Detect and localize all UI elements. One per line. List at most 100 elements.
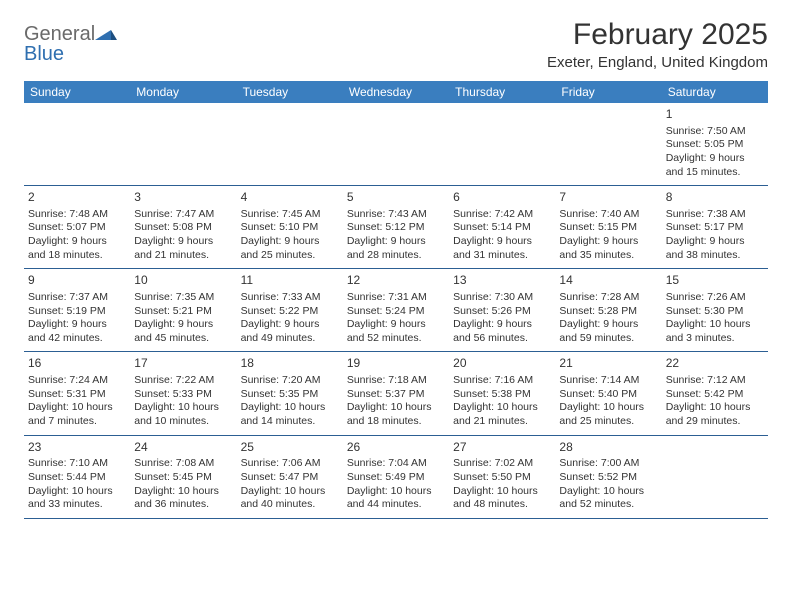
sunrise-text: Sunrise: 7:06 AM [241,457,339,471]
sunrise-text: Sunrise: 7:00 AM [559,457,657,471]
week-row: 9Sunrise: 7:37 AMSunset: 5:19 PMDaylight… [24,269,768,352]
sunset-text: Sunset: 5:49 PM [347,471,445,485]
daylight-text: Daylight: 10 hours and 14 minutes. [241,401,339,428]
sunrise-text: Sunrise: 7:18 AM [347,374,445,388]
day-cell: 4Sunrise: 7:45 AMSunset: 5:10 PMDaylight… [237,186,343,268]
day-number: 10 [134,273,232,289]
sunrise-text: Sunrise: 7:47 AM [134,208,232,222]
day-number: 19 [347,356,445,372]
sunset-text: Sunset: 5:08 PM [134,221,232,235]
calendar: Sunday Monday Tuesday Wednesday Thursday… [24,81,768,519]
sunset-text: Sunset: 5:37 PM [347,388,445,402]
weekday-header: Saturday [662,81,768,103]
daylight-text: Daylight: 9 hours and 42 minutes. [28,318,126,345]
sunset-text: Sunset: 5:47 PM [241,471,339,485]
sunset-text: Sunset: 5:21 PM [134,305,232,319]
sunrise-text: Sunrise: 7:33 AM [241,291,339,305]
day-cell [662,436,768,518]
sunrise-text: Sunrise: 7:10 AM [28,457,126,471]
sunset-text: Sunset: 5:12 PM [347,221,445,235]
sunrise-text: Sunrise: 7:12 AM [666,374,764,388]
sunset-text: Sunset: 5:35 PM [241,388,339,402]
weekday-header: Monday [130,81,236,103]
daylight-text: Daylight: 10 hours and 3 minutes. [666,318,764,345]
daylight-text: Daylight: 10 hours and 21 minutes. [453,401,551,428]
sunrise-text: Sunrise: 7:14 AM [559,374,657,388]
daylight-text: Daylight: 10 hours and 18 minutes. [347,401,445,428]
day-number: 25 [241,440,339,456]
day-number: 24 [134,440,232,456]
day-number: 23 [28,440,126,456]
sunrise-text: Sunrise: 7:26 AM [666,291,764,305]
daylight-text: Daylight: 10 hours and 29 minutes. [666,401,764,428]
daylight-text: Daylight: 9 hours and 15 minutes. [666,152,764,179]
day-cell: 27Sunrise: 7:02 AMSunset: 5:50 PMDayligh… [449,436,555,518]
sunset-text: Sunset: 5:26 PM [453,305,551,319]
sunset-text: Sunset: 5:52 PM [559,471,657,485]
day-cell: 20Sunrise: 7:16 AMSunset: 5:38 PMDayligh… [449,352,555,434]
day-number: 18 [241,356,339,372]
day-cell: 6Sunrise: 7:42 AMSunset: 5:14 PMDaylight… [449,186,555,268]
weekday-header: Tuesday [237,81,343,103]
day-cell [555,103,661,185]
day-cell [24,103,130,185]
sunset-text: Sunset: 5:38 PM [453,388,551,402]
daylight-text: Daylight: 9 hours and 45 minutes. [134,318,232,345]
day-cell: 25Sunrise: 7:06 AMSunset: 5:47 PMDayligh… [237,436,343,518]
day-cell: 24Sunrise: 7:08 AMSunset: 5:45 PMDayligh… [130,436,236,518]
sunset-text: Sunset: 5:28 PM [559,305,657,319]
day-number: 4 [241,190,339,206]
daylight-text: Daylight: 9 hours and 35 minutes. [559,235,657,262]
sunrise-text: Sunrise: 7:24 AM [28,374,126,388]
daylight-text: Daylight: 9 hours and 52 minutes. [347,318,445,345]
day-number: 5 [347,190,445,206]
weekday-header-row: Sunday Monday Tuesday Wednesday Thursday… [24,81,768,103]
day-number: 7 [559,190,657,206]
sunset-text: Sunset: 5:24 PM [347,305,445,319]
sunrise-text: Sunrise: 7:38 AM [666,208,764,222]
sunset-text: Sunset: 5:17 PM [666,221,764,235]
sunset-text: Sunset: 5:33 PM [134,388,232,402]
week-row: 1 Sunrise: 7:50 AMSunset: 5:05 PMDaylight… [24,103,768,186]
day-number: 1 [666,107,764,123]
week-row: 2Sunrise: 7:48 AMSunset: 5:07 PMDaylight… [24,186,768,269]
sunset-text: Sunset: 5:15 PM [559,221,657,235]
day-cell: 13Sunrise: 7:30 AMSunset: 5:26 PMDayligh… [449,269,555,351]
title-block: February 2025 Exeter, England, United Ki… [547,18,768,71]
sunrise-text: Sunrise: 7:08 AM [134,457,232,471]
day-cell: 12Sunrise: 7:31 AMSunset: 5:24 PMDayligh… [343,269,449,351]
sunrise-text: Sunrise: 7:37 AM [28,291,126,305]
day-cell: 2Sunrise: 7:48 AMSunset: 5:07 PMDaylight… [24,186,130,268]
day-cell: 17Sunrise: 7:22 AMSunset: 5:33 PMDayligh… [130,352,236,434]
day-cell: 23Sunrise: 7:10 AMSunset: 5:44 PMDayligh… [24,436,130,518]
day-cell: 5Sunrise: 7:43 AMSunset: 5:12 PMDaylight… [343,186,449,268]
sunset-text: Sunset: 5:30 PM [666,305,764,319]
week-row: 23Sunrise: 7:10 AMSunset: 5:44 PMDayligh… [24,436,768,519]
daylight-text: Daylight: 10 hours and 48 minutes. [453,485,551,512]
daylight-text: Daylight: 10 hours and 52 minutes. [559,485,657,512]
logo-mark-icon [95,24,117,44]
day-cell: 11Sunrise: 7:33 AMSunset: 5:22 PMDayligh… [237,269,343,351]
day-number: 28 [559,440,657,456]
day-cell: 3Sunrise: 7:47 AMSunset: 5:08 PMDaylight… [130,186,236,268]
sunset-text: Sunset: 5:05 PM [666,138,764,152]
day-number: 22 [666,356,764,372]
sunset-text: Sunset: 5:45 PM [134,471,232,485]
daylight-text: Daylight: 9 hours and 31 minutes. [453,235,551,262]
day-cell [237,103,343,185]
sunrise-text: Sunrise: 7:22 AM [134,374,232,388]
sunrise-text: Sunrise: 7:50 AM [666,125,764,139]
day-cell [343,103,449,185]
day-cell: 18Sunrise: 7:20 AMSunset: 5:35 PMDayligh… [237,352,343,434]
daylight-text: Daylight: 10 hours and 25 minutes. [559,401,657,428]
daylight-text: Daylight: 10 hours and 7 minutes. [28,401,126,428]
day-number: 15 [666,273,764,289]
sunrise-text: Sunrise: 7:43 AM [347,208,445,222]
sunrise-text: Sunrise: 7:42 AM [453,208,551,222]
sunrise-text: Sunrise: 7:30 AM [453,291,551,305]
daylight-text: Daylight: 9 hours and 38 minutes. [666,235,764,262]
day-number: 27 [453,440,551,456]
daylight-text: Daylight: 9 hours and 59 minutes. [559,318,657,345]
day-cell: 14Sunrise: 7:28 AMSunset: 5:28 PMDayligh… [555,269,661,351]
weeks-container: 1Sunrise: 7:50 AMSunset: 5:05 PMDaylight… [24,103,768,519]
